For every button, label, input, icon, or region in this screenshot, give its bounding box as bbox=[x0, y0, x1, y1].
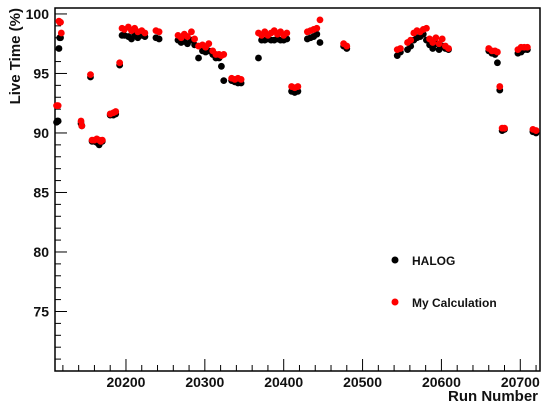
my-calculation-point bbox=[496, 83, 504, 90]
my-calculation-point bbox=[112, 108, 120, 115]
my-calculation-point bbox=[445, 45, 452, 52]
halog-point bbox=[155, 35, 163, 43]
halog-point bbox=[494, 59, 501, 67]
x-tick-label: 20200 bbox=[107, 374, 146, 390]
legend-marker-my-calculation bbox=[391, 298, 399, 306]
y-axis-title: Live Time (%) bbox=[7, 8, 24, 104]
y-tick-label: 90 bbox=[33, 125, 49, 141]
my-calculation-point bbox=[523, 43, 531, 51]
halog-point bbox=[195, 54, 202, 62]
halog-point bbox=[55, 45, 63, 52]
my-calculation-point bbox=[407, 36, 415, 44]
my-calculation-point bbox=[423, 24, 430, 32]
my-calculation-point bbox=[87, 71, 94, 79]
my-calculation-point bbox=[313, 24, 321, 32]
my-calculation-point bbox=[155, 28, 163, 36]
legend-label-halog: HALOG bbox=[412, 254, 455, 268]
data-points bbox=[53, 16, 540, 149]
my-calculation-point bbox=[57, 18, 64, 26]
my-calculation-point bbox=[343, 42, 351, 50]
x-axis-ticks: 20200 20300 20400 20500 20600 20700 bbox=[62, 359, 540, 390]
legend: HALOG My Calculation bbox=[391, 254, 497, 310]
my-calculation-point bbox=[220, 51, 228, 58]
my-calculation-point bbox=[397, 45, 404, 52]
my-calculation-point bbox=[494, 48, 501, 56]
x-tick-label: 20700 bbox=[501, 374, 540, 390]
my-calculation-point bbox=[432, 34, 440, 42]
x-tick-label: 20300 bbox=[185, 374, 224, 390]
legend-marker-halog bbox=[391, 256, 399, 264]
my-calculation-point bbox=[438, 35, 446, 43]
y-tick-label: 95 bbox=[33, 65, 49, 81]
x-tick-label: 20400 bbox=[264, 374, 303, 390]
x-axis-title: Run Number bbox=[448, 388, 538, 405]
halog-point bbox=[255, 54, 262, 62]
my-calculation-point bbox=[57, 29, 65, 37]
my-calculation-point bbox=[501, 124, 508, 132]
my-calculation-point bbox=[283, 29, 291, 37]
y-tick-label: 80 bbox=[33, 244, 49, 260]
halog-point bbox=[220, 77, 228, 84]
x-tick-label: 20600 bbox=[422, 374, 461, 390]
my-calculation-point bbox=[54, 102, 62, 109]
legend-label-my-calculation: My Calculation bbox=[412, 296, 497, 310]
plot-frame bbox=[54, 7, 541, 372]
y-tick-label: 100 bbox=[26, 6, 50, 22]
halog-point bbox=[54, 117, 62, 125]
my-calculation-point bbox=[205, 40, 213, 48]
my-calculation-point bbox=[188, 28, 195, 36]
halog-point bbox=[316, 39, 324, 46]
y-axis-ticks: 75 80 85 90 95 100 bbox=[26, 6, 67, 360]
y-tick-label: 75 bbox=[33, 303, 49, 319]
my-calculation-point bbox=[184, 33, 191, 40]
my-calculation-point bbox=[237, 76, 245, 83]
my-calculation-point bbox=[78, 122, 86, 130]
my-calculation-point bbox=[532, 127, 540, 134]
my-calculation-point bbox=[316, 16, 324, 24]
y-tick-label: 85 bbox=[33, 184, 49, 200]
my-calculation-point bbox=[98, 136, 106, 144]
my-calculation-point bbox=[294, 83, 302, 90]
my-calculation-point bbox=[116, 59, 124, 67]
x-tick-label: 20500 bbox=[343, 374, 382, 390]
halog-point bbox=[217, 62, 225, 70]
my-calculation-point bbox=[191, 35, 198, 43]
my-calculation-point bbox=[141, 29, 149, 37]
